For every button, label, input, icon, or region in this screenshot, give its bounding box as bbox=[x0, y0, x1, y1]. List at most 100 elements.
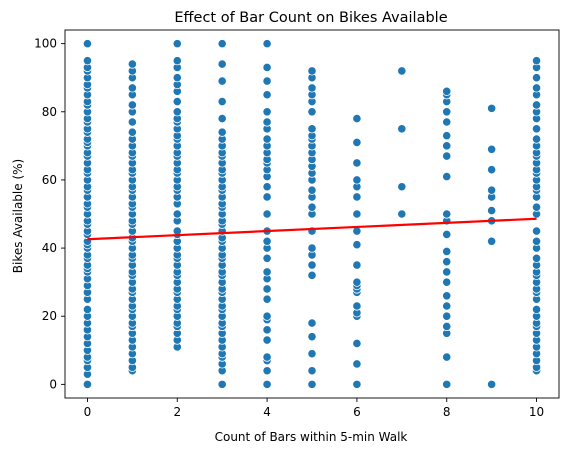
data-point bbox=[487, 165, 497, 175]
data-point bbox=[442, 209, 452, 219]
data-point bbox=[352, 158, 362, 168]
y-tick-label: 80 bbox=[42, 105, 57, 119]
data-point bbox=[352, 338, 362, 349]
data-point bbox=[262, 76, 272, 86]
y-tick-label: 20 bbox=[42, 309, 57, 323]
data-point bbox=[262, 192, 272, 202]
x-tick-label: 0 bbox=[84, 405, 92, 419]
data-point bbox=[531, 202, 542, 212]
data-point bbox=[397, 124, 407, 134]
data-point bbox=[442, 141, 452, 151]
data-point bbox=[262, 325, 272, 335]
data-point bbox=[397, 209, 407, 219]
data-point bbox=[442, 151, 452, 161]
data-point bbox=[172, 73, 182, 83]
data-point bbox=[442, 229, 452, 240]
y-tick-label: 60 bbox=[42, 173, 57, 187]
data-point bbox=[262, 294, 272, 304]
data-point bbox=[352, 301, 362, 311]
data-point bbox=[127, 83, 137, 93]
data-point bbox=[262, 117, 272, 127]
points-layer bbox=[82, 39, 542, 389]
x-tick-label: 4 bbox=[263, 405, 271, 419]
data-point bbox=[531, 134, 542, 144]
data-point bbox=[352, 240, 362, 250]
data-point bbox=[352, 277, 362, 287]
x-tick-label: 2 bbox=[173, 405, 181, 419]
data-point bbox=[307, 270, 317, 280]
data-point bbox=[442, 301, 452, 311]
data-point bbox=[531, 236, 542, 246]
data-point bbox=[442, 171, 452, 182]
data-point bbox=[217, 96, 227, 107]
data-point bbox=[82, 379, 93, 389]
data-point bbox=[442, 246, 452, 257]
data-point bbox=[262, 379, 272, 389]
chart-title: Effect of Bar Count on Bikes Available bbox=[174, 10, 447, 26]
data-point bbox=[262, 90, 272, 100]
data-point bbox=[172, 39, 182, 49]
data-point bbox=[352, 209, 362, 219]
data-point bbox=[307, 83, 317, 93]
trend-line bbox=[87, 217, 537, 241]
data-point bbox=[307, 202, 317, 212]
data-point bbox=[352, 379, 362, 389]
data-point bbox=[487, 144, 497, 154]
data-point bbox=[172, 107, 182, 117]
data-point bbox=[262, 253, 272, 263]
data-point bbox=[307, 260, 317, 270]
x-axis-label: Count of Bars within 5-min Walk bbox=[215, 430, 408, 444]
data-point bbox=[352, 137, 362, 148]
data-point bbox=[307, 318, 317, 328]
data-point bbox=[442, 117, 452, 127]
x-tick-label: 6 bbox=[353, 405, 361, 419]
data-point bbox=[217, 76, 227, 86]
x-tick-label: 10 bbox=[529, 405, 544, 419]
data-point bbox=[352, 192, 362, 202]
data-point bbox=[172, 209, 182, 219]
data-point bbox=[262, 62, 272, 73]
data-point bbox=[531, 83, 542, 93]
y-tick-label: 40 bbox=[42, 241, 57, 255]
data-point bbox=[262, 209, 272, 219]
trend-line-layer bbox=[87, 217, 537, 241]
data-point bbox=[172, 56, 182, 66]
data-point bbox=[531, 304, 542, 315]
data-point bbox=[531, 56, 542, 66]
data-point bbox=[262, 134, 272, 144]
data-point bbox=[127, 117, 137, 127]
data-point bbox=[531, 100, 542, 110]
data-point bbox=[262, 236, 272, 246]
x-tick-label: 8 bbox=[443, 405, 451, 419]
data-point bbox=[307, 124, 317, 134]
data-point bbox=[307, 332, 317, 342]
data-point bbox=[442, 131, 452, 141]
data-point bbox=[442, 267, 452, 277]
data-point bbox=[307, 366, 317, 376]
data-point bbox=[127, 127, 137, 137]
data-point bbox=[352, 113, 362, 124]
data-point bbox=[531, 124, 542, 134]
data-point bbox=[217, 379, 227, 389]
data-point bbox=[487, 205, 497, 216]
data-point bbox=[487, 185, 497, 195]
data-point bbox=[531, 253, 542, 263]
data-point bbox=[531, 226, 542, 236]
data-point bbox=[442, 277, 452, 287]
data-point bbox=[82, 304, 93, 315]
data-point bbox=[442, 107, 452, 117]
data-point bbox=[307, 185, 317, 195]
data-point bbox=[217, 39, 227, 49]
data-point bbox=[397, 66, 407, 76]
data-point bbox=[307, 349, 317, 359]
data-point bbox=[442, 257, 452, 267]
data-point bbox=[127, 59, 137, 69]
data-point bbox=[352, 175, 362, 185]
data-point bbox=[442, 379, 452, 389]
data-point bbox=[262, 366, 272, 376]
data-point bbox=[262, 39, 272, 49]
data-point bbox=[442, 352, 452, 362]
data-point bbox=[352, 359, 362, 369]
